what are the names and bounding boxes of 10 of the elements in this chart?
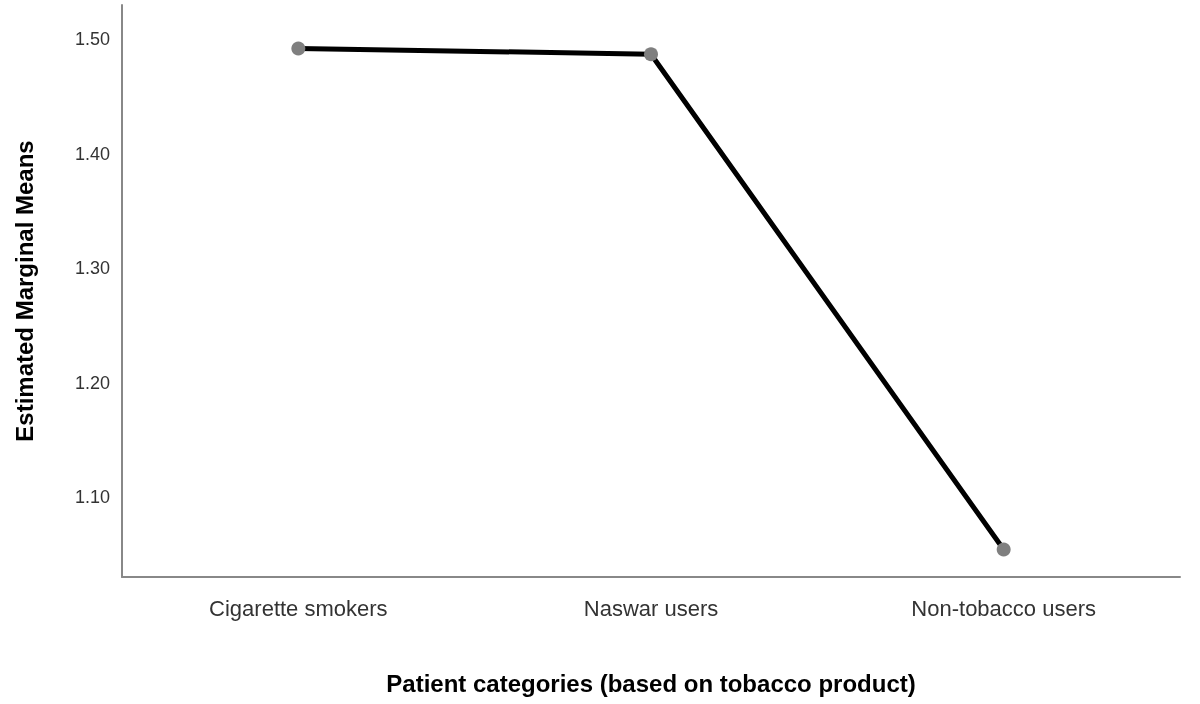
y-tick-label: 1.50 xyxy=(74,29,110,50)
y-tick-label: 1.20 xyxy=(74,372,110,393)
y-tick-label: 1.40 xyxy=(74,143,110,164)
y-tick-label: 1.10 xyxy=(74,486,110,507)
x-tick-label: Cigarette smokers xyxy=(209,595,388,621)
y-tick-label: 1.30 xyxy=(74,258,110,279)
x-tick-label: Non-tobacco users xyxy=(911,595,1096,621)
y-axis-title: Estimated Marginal Means xyxy=(10,140,38,442)
x-axis-title: Patient categories (based on tobacco product) xyxy=(386,669,916,697)
x-tick-label: Naswar users xyxy=(583,595,719,621)
